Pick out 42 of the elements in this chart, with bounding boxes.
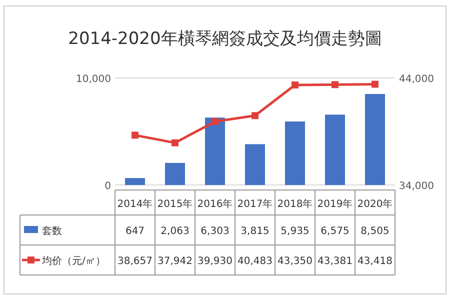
x-tick-label: 2015年 — [157, 198, 193, 210]
point — [172, 139, 178, 146]
y2-tick-label: 34,000 — [399, 181, 434, 192]
x-tick-label: 2017年 — [237, 198, 273, 210]
data-label: 37,942 — [158, 256, 192, 267]
data-label: 8,505 — [360, 226, 390, 237]
data-label: 40,483 — [238, 256, 272, 267]
x-tick-label: 2014年 — [117, 198, 153, 210]
point — [212, 118, 218, 126]
y-tick-label: 0 — [104, 181, 111, 192]
x-tick-label: 2018年 — [277, 198, 313, 210]
y2-tick-label: 44,000 — [399, 74, 434, 85]
data-label: 43,418 — [358, 256, 392, 267]
data-label: 38,657 — [118, 256, 152, 267]
data-label: 39,930 — [198, 256, 232, 267]
data-label: 6,303 — [200, 226, 230, 237]
point — [252, 112, 258, 120]
legend-label: 套数 — [42, 225, 62, 237]
point — [372, 80, 378, 88]
data-label: 647 — [125, 226, 145, 237]
bar — [325, 114, 345, 185]
point — [132, 132, 138, 139]
bar — [205, 118, 225, 185]
x-tick-label: 2020年 — [357, 198, 393, 210]
bar — [285, 121, 305, 185]
bar — [365, 94, 385, 185]
point — [332, 81, 338, 88]
data-label: 5,935 — [280, 226, 310, 237]
x-tick-label: 2019年 — [317, 198, 353, 210]
bar — [125, 178, 145, 185]
data-label: 2,063 — [160, 226, 190, 237]
data-label: 6,575 — [320, 226, 350, 237]
legend-label: 均价（元/㎡） — [41, 255, 106, 267]
data-label: 3,815 — [240, 226, 270, 237]
bar — [245, 144, 265, 185]
y-tick-label: 10,000 — [76, 74, 111, 85]
chart-title: 2014-2020年橫琴網簽成交及均價走勢圖 — [68, 29, 382, 49]
data-label: 43,350 — [278, 256, 312, 267]
x-tick-label: 2016年 — [197, 198, 233, 210]
data-label: 43,381 — [318, 256, 352, 267]
point — [292, 81, 298, 88]
bar — [165, 162, 185, 185]
